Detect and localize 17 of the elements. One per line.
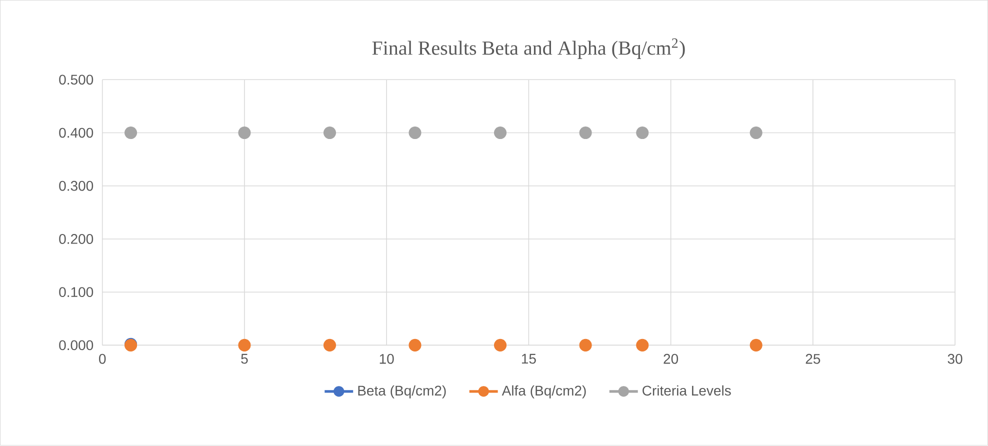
y-tick-label: 0.500 (59, 74, 94, 85)
chart-title: Final Results Beta and Alpha (Bq/cm$^{2}$) (372, 38, 685, 60)
legend-label: Alfa (Bq/cm2) (502, 386, 586, 399)
x-tick-label: 20 (664, 354, 678, 364)
legend-label: Beta (Bq/cm2) (358, 386, 446, 399)
x-tick-label: 0 (99, 354, 106, 364)
y-tick-label: 0.300 (59, 181, 94, 192)
x-tick-label: 30 (948, 354, 962, 364)
y-tick-label: 0.400 (59, 128, 94, 138)
x-tick-label: 15 (522, 354, 536, 364)
x-tick-label: 5 (241, 354, 248, 364)
x-tick-label: 10 (380, 354, 394, 364)
x-tick-label: 25 (806, 354, 820, 364)
y-tick-label: 0.000 (59, 340, 94, 350)
y-tick-label: 0.200 (59, 234, 94, 244)
y-tick-label: 0.100 (59, 287, 94, 298)
legend-label: Criteria Levels (642, 386, 731, 396)
